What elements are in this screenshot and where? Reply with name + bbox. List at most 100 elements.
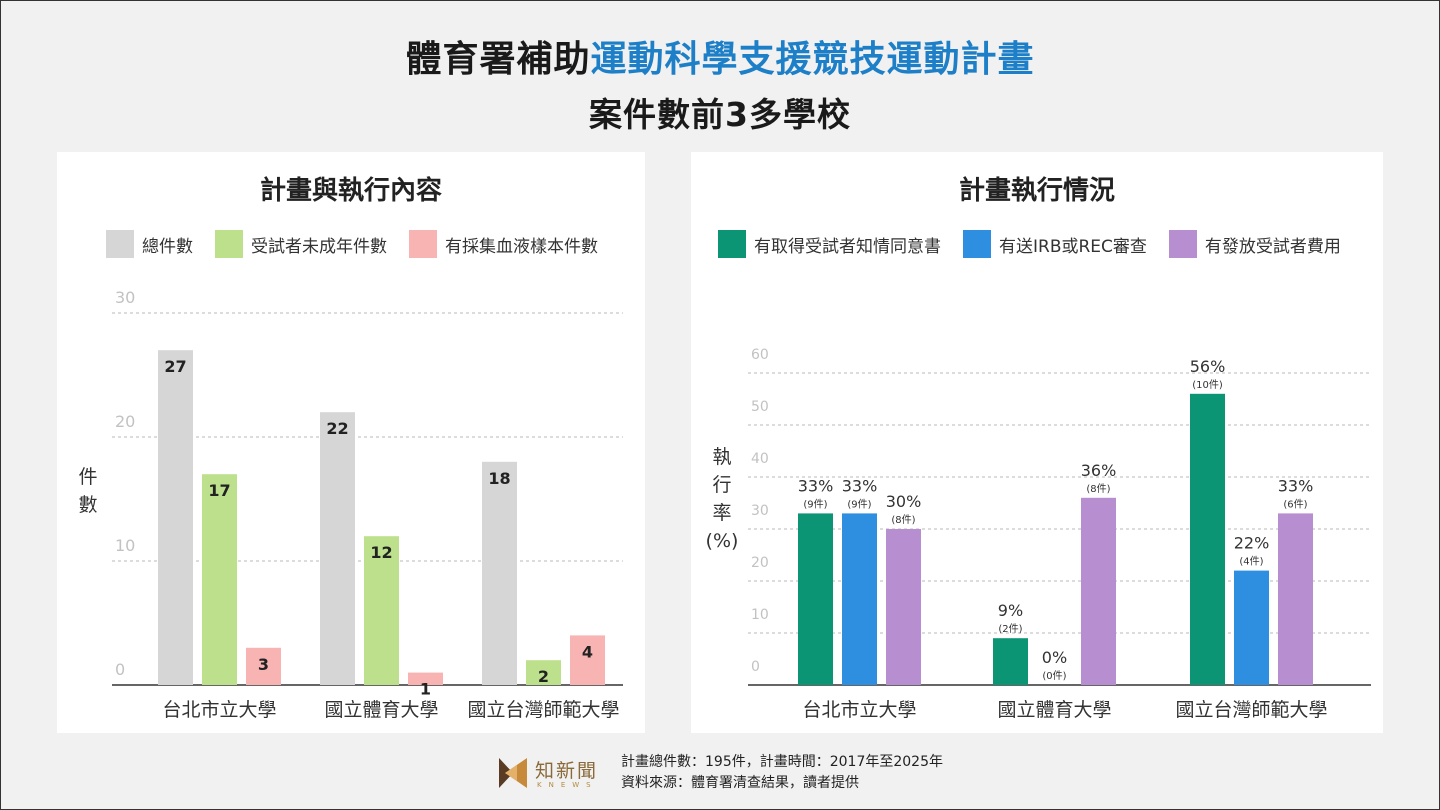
bar-percent-label: 56%: [1190, 357, 1226, 376]
bar-count-label: (6件): [1283, 498, 1307, 510]
legend-swatch-irb: [963, 230, 991, 258]
y-axis-label-char: (%): [706, 530, 739, 552]
bar-1-3: [482, 461, 517, 685]
knews-logo: 知新聞 KNEWS: [497, 752, 599, 794]
bar-3-2: [408, 672, 443, 685]
bar-percent-label: 0%: [1042, 648, 1067, 667]
y-axis-label-char: 數: [78, 494, 97, 516]
bar-3-3: [1278, 513, 1313, 685]
bar-value-label: 27: [164, 357, 186, 376]
right-chart-svg: 0 10 20 30 40 50 60 33% (9件) 33% (9件) 30% (8件) 台北市立大學…: [706, 347, 1371, 721]
bar-count-label: (9件): [847, 498, 871, 510]
bar-percent-label: 33%: [1278, 476, 1314, 495]
legend-item-fee: 有發放受試者費用: [1168, 230, 1341, 258]
footer-notes: 計畫總件數：195件，計畫時間：2017年至2025年 資料來源：體育署清查結果…: [621, 752, 943, 794]
y-tick-label: 20: [115, 412, 135, 431]
bar-count-label: (0件): [1042, 670, 1066, 682]
bar-count-label: (2件): [998, 623, 1022, 635]
x-category-label: 國立體育大學: [324, 699, 438, 721]
y-tick-label: 60: [751, 347, 769, 363]
y-axis-label-char: 率: [712, 502, 731, 524]
legend-item-minor: 受試者未成年件數: [215, 230, 387, 258]
legend-swatch-blood: [409, 230, 437, 258]
main-subtitle: 案件數前3多學校: [589, 95, 851, 134]
legend-label-total: 總件數: [142, 236, 193, 257]
bar-value-label: 4: [582, 642, 593, 661]
x-category-label: 台北市立大學: [802, 699, 916, 721]
bar-value-label: 22: [326, 419, 348, 438]
left-chart-title: 計畫與執行內容: [259, 176, 442, 206]
main-title-highlight: 運動科學支援競技運動計畫: [590, 39, 1035, 80]
y-tick-label: 10: [115, 536, 135, 555]
legend-label-minor: 受試者未成年件數: [251, 236, 387, 257]
legend-swatch-minor: [215, 230, 243, 258]
bar-3-1: [886, 529, 921, 685]
bar-2-3: [1234, 570, 1269, 685]
x-category-label: 國立台灣師範大學: [1175, 699, 1327, 721]
bar-1-1: [798, 513, 833, 685]
bar-percent-label: 33%: [842, 476, 878, 495]
bar-count-label: (10件): [1192, 379, 1223, 391]
x-category-label: 台北市立大學: [162, 699, 276, 721]
bar-2-1: [842, 513, 877, 685]
right-chart-title: 計畫執行情況: [958, 176, 1115, 206]
bar-2-1: [202, 474, 237, 685]
y-tick-label: 10: [751, 607, 769, 623]
bar-value-label: 3: [258, 655, 269, 674]
footer-note-total: 計畫總件數：195件，計畫時間：2017年至2025年: [621, 754, 943, 770]
logo-text-en: KNEWS: [537, 781, 598, 789]
y-axis-label-char: 執: [712, 446, 731, 468]
legend-label-consent: 有取得受試者知情同意書: [754, 236, 941, 257]
bar-1-1: [158, 350, 193, 685]
legend-swatch-total: [106, 230, 134, 258]
x-category-label: 國立體育大學: [997, 699, 1111, 721]
right-chart-panel: 計畫執行情況 有取得受試者知情同意書 有送IRB或REC審查 有發放受試者費用 …: [691, 152, 1383, 733]
bar-value-label: 12: [370, 543, 392, 562]
bar-1-2: [993, 638, 1028, 685]
bar-3-1: [246, 647, 281, 685]
logo-text-cn: 知新聞: [535, 760, 599, 782]
footer: 知新聞 KNEWS 計畫總件數：195件，計畫時間：2017年至2025年 資料…: [497, 752, 943, 794]
bar-count-label: (9件): [803, 498, 827, 510]
x-category-label: 國立台灣師範大學: [467, 699, 619, 721]
bar-3-3: [570, 635, 605, 685]
bar-value-label: 17: [208, 481, 230, 500]
y-axis-label-char: 行: [712, 474, 731, 496]
bar-2-2: [364, 536, 399, 685]
legend-item-consent: 有取得受試者知情同意書: [718, 230, 941, 258]
y-axis-label-char: 件: [78, 466, 97, 488]
bar-percent-label: 30%: [886, 492, 922, 511]
bar-1-3: [1190, 393, 1225, 685]
y-tick-label: 0: [751, 659, 760, 675]
bar-2-3: [526, 660, 561, 685]
y-tick-label: 0: [115, 660, 125, 679]
bar-percent-label: 33%: [798, 476, 834, 495]
legend-swatch-consent: [718, 230, 746, 258]
y-tick-label: 40: [751, 451, 769, 467]
legend-swatch-fee: [1168, 230, 1197, 258]
legend-item-blood: 有採集血液樣本件數: [409, 230, 598, 258]
right-legend: 有取得受試者知情同意書 有送IRB或REC審查 有發放受試者費用: [718, 230, 1363, 258]
knews-logo-icon: [499, 758, 527, 788]
bar-percent-label: 22%: [1234, 534, 1270, 553]
legend-label-blood: 有採集血液樣本件數: [445, 236, 598, 257]
y-tick-label: 50: [751, 399, 769, 415]
legend-label-fee: 有發放受試者費用: [1204, 236, 1341, 257]
bar-percent-label: 36%: [1081, 461, 1117, 480]
left-chart-panel: 計畫與執行內容 總件數 受試者未成年件數 有採集血液樣本件數 0 10 20 30 27…: [57, 152, 645, 733]
footer-note-source: 資料來源：體育署清查結果，讀者提供: [621, 775, 859, 791]
bar-value-label: 1: [420, 680, 431, 699]
y-tick-label: 30: [751, 503, 769, 519]
legend-item-irb: 有送IRB或REC審查: [963, 230, 1147, 258]
main-title-part1: 體育署補助: [405, 39, 591, 80]
bar-count-label: (4件): [1239, 556, 1263, 568]
bar-1-2: [320, 412, 355, 685]
bar-count-label: (8件): [1086, 483, 1110, 495]
bar-value-label: 2: [538, 667, 549, 686]
bar-count-label: (8件): [891, 514, 915, 526]
bar-percent-label: 9%: [998, 601, 1023, 620]
y-tick-label: 20: [751, 555, 769, 571]
y-tick-label: 30: [115, 288, 135, 307]
left-legend: 總件數 受試者未成年件數 有採集血液樣本件數: [106, 230, 620, 258]
